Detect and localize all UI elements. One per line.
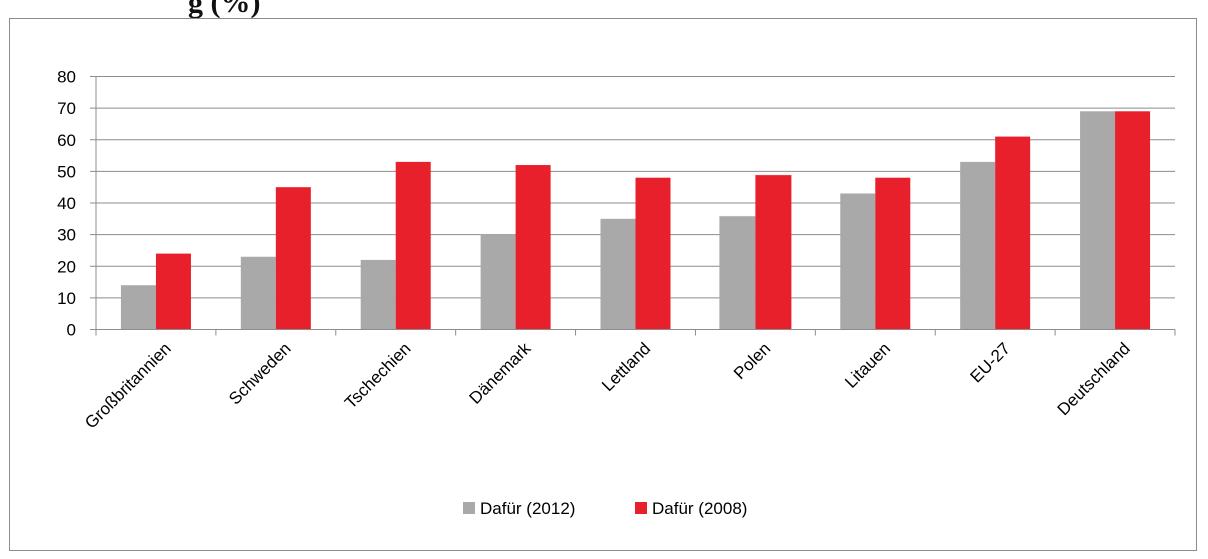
bar-2008-2 xyxy=(395,161,431,330)
x-tick-label: Polen xyxy=(730,339,774,383)
partial-title: g (%) xyxy=(188,0,261,19)
bar-2008-5 xyxy=(755,174,792,330)
y-tick-label: 30 xyxy=(57,226,76,245)
y-tick-label: 40 xyxy=(57,194,76,213)
y-tick-label: 50 xyxy=(57,162,76,181)
bar-2008-1 xyxy=(275,187,311,330)
x-tick-label: Litauen xyxy=(841,339,894,392)
bar-2008-0 xyxy=(155,253,191,330)
bars xyxy=(120,111,1151,330)
x-tick-label: Tschechien xyxy=(341,339,415,413)
bar-2008-6 xyxy=(875,177,911,330)
legend-label-0: Dafür (2012) xyxy=(480,499,575,518)
y-tick-label: 70 xyxy=(57,99,76,118)
bar-2008-7 xyxy=(995,136,1031,330)
bar-2012-1 xyxy=(240,256,276,330)
x-tick-label: Deutschland xyxy=(1054,339,1134,419)
bar-2012-7 xyxy=(960,161,996,330)
bar-2012-6 xyxy=(840,193,876,330)
y-tick-label: 0 xyxy=(67,321,76,340)
legend-label-1: Dafür (2008) xyxy=(652,499,747,518)
x-tick-label: Großbritannien xyxy=(81,339,175,433)
legend-swatch-0 xyxy=(463,502,475,514)
x-tick-label: EU-27 xyxy=(966,339,1014,387)
y-tick-label: 60 xyxy=(57,131,76,150)
legend: Dafür (2012) Dafür (2008) xyxy=(463,499,747,518)
bar-2012-5 xyxy=(719,215,756,330)
bar-2008-3 xyxy=(515,165,551,330)
x-tick-label: Dänemark xyxy=(466,339,535,408)
y-tick-label: 20 xyxy=(57,257,76,276)
legend-swatch-1 xyxy=(635,502,647,514)
bar-2012-2 xyxy=(360,259,396,330)
bar-2008-4 xyxy=(635,177,671,330)
y-tick-label: 10 xyxy=(57,289,76,308)
bar-2012-8 xyxy=(1080,111,1116,330)
y-tick-label: 80 xyxy=(57,68,76,87)
x-tick-label: Lettland xyxy=(598,339,654,395)
bar-2012-0 xyxy=(120,285,156,330)
bar-2008-8 xyxy=(1115,111,1151,330)
x-tick-label: Schweden xyxy=(225,339,295,409)
bar-2012-3 xyxy=(480,234,516,330)
bar-2012-4 xyxy=(600,218,636,330)
